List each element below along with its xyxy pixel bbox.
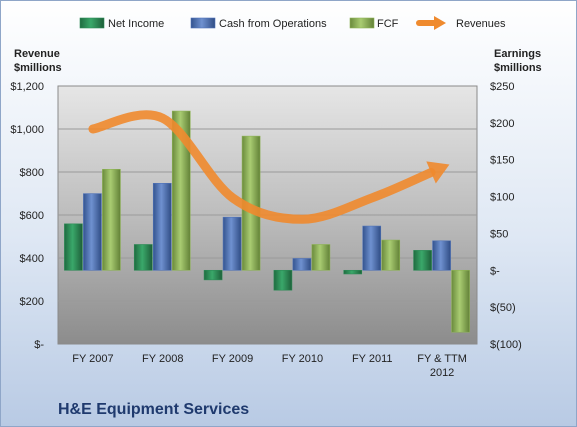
legend-revenues: Revenues xyxy=(416,16,506,30)
cash-from-operations-bar xyxy=(432,240,451,271)
fcf-bar xyxy=(311,244,331,271)
right-tick-label: $100 xyxy=(490,192,514,204)
legend-net-income: Net Income xyxy=(79,17,164,30)
right-tick-label: $50 xyxy=(490,228,508,240)
right-axis-ticks: $(100) $(50) $- $50 $100 $150 $200 $250 xyxy=(490,81,522,351)
legend-label: Revenues xyxy=(456,18,506,30)
x-tick-label: FY 2011 xyxy=(352,353,393,365)
right-tick-label: $150 xyxy=(490,155,514,167)
right-tick-label: $(50) xyxy=(490,302,516,314)
legend-label: Net Income xyxy=(108,18,164,30)
legend-swatch xyxy=(79,17,105,29)
net-income-bar xyxy=(273,269,293,291)
legend-label: FCF xyxy=(377,18,399,30)
left-tick-label: $800 xyxy=(20,167,44,179)
right-tick-label: $- xyxy=(490,265,500,277)
right-tick-label: $200 xyxy=(490,118,514,130)
right-axis-title-line: Earnings xyxy=(494,48,541,60)
cash-from-operations-bar xyxy=(152,183,172,271)
legend-swatch xyxy=(190,17,216,29)
fcf-bar xyxy=(171,110,191,271)
x-tick-label: 2012 xyxy=(430,367,454,379)
left-tick-label: $1,000 xyxy=(10,124,44,136)
left-axis-title: Revenue $millions xyxy=(14,48,62,74)
net-income-bar xyxy=(343,269,363,275)
legend-label: Cash from Operations xyxy=(219,18,327,30)
x-tick-label: FY & TTM xyxy=(417,353,467,365)
left-tick-label: $200 xyxy=(20,296,44,308)
legend-fcf: FCF xyxy=(349,17,399,30)
net-income-bar xyxy=(133,244,153,271)
right-axis-title-line: $millions xyxy=(494,62,542,74)
x-tick-label: FY 2008 xyxy=(142,353,183,365)
cash-from-operations-bar xyxy=(83,193,102,271)
left-axis-title-line: $millions xyxy=(14,62,62,74)
left-tick-label: $- xyxy=(34,339,44,351)
left-tick-label: $400 xyxy=(20,253,44,265)
left-tick-label: $1,200 xyxy=(10,81,44,93)
cash-from-operations-bar xyxy=(362,225,382,271)
legend-swatch xyxy=(349,17,375,29)
right-tick-label: $250 xyxy=(490,81,514,93)
fcf-bar xyxy=(381,239,401,271)
right-axis-title: Earnings $millions xyxy=(494,48,542,74)
company-name: H&E Equipment Services xyxy=(58,401,249,418)
legend: Net Income Cash from Operations FCF Revenue… xyxy=(79,16,506,30)
left-axis-ticks: $- $200 $400 $600 $800 $1,000 $1,200 xyxy=(10,81,44,351)
x-tick-label: FY 2010 xyxy=(282,353,323,365)
revenues-line xyxy=(88,110,436,224)
net-income-bar xyxy=(413,250,432,271)
legend-arrow-icon xyxy=(434,16,446,30)
fcf-bar xyxy=(102,168,121,271)
bars xyxy=(64,110,470,333)
x-axis-labels: FY 2007 FY 2008 FY 2009 FY 2010 FY 2011 FY & … xyxy=(72,353,467,379)
left-axis-title-line: Revenue xyxy=(14,48,60,60)
gridlines xyxy=(58,128,477,302)
net-income-bar xyxy=(203,269,223,281)
net-income-bar xyxy=(64,223,83,271)
x-tick-label: FY 2007 xyxy=(72,353,113,365)
revenues-arrowhead xyxy=(426,161,450,184)
fcf-bar xyxy=(451,269,470,333)
left-tick-label: $600 xyxy=(20,210,44,222)
legend-cash-from-operations: Cash from Operations xyxy=(190,17,327,30)
x-tick-label: FY 2009 xyxy=(212,353,253,365)
cash-from-operations-bar xyxy=(222,216,242,271)
right-tick-label: $(100) xyxy=(490,339,522,351)
cash-from-operations-bar xyxy=(292,258,312,271)
